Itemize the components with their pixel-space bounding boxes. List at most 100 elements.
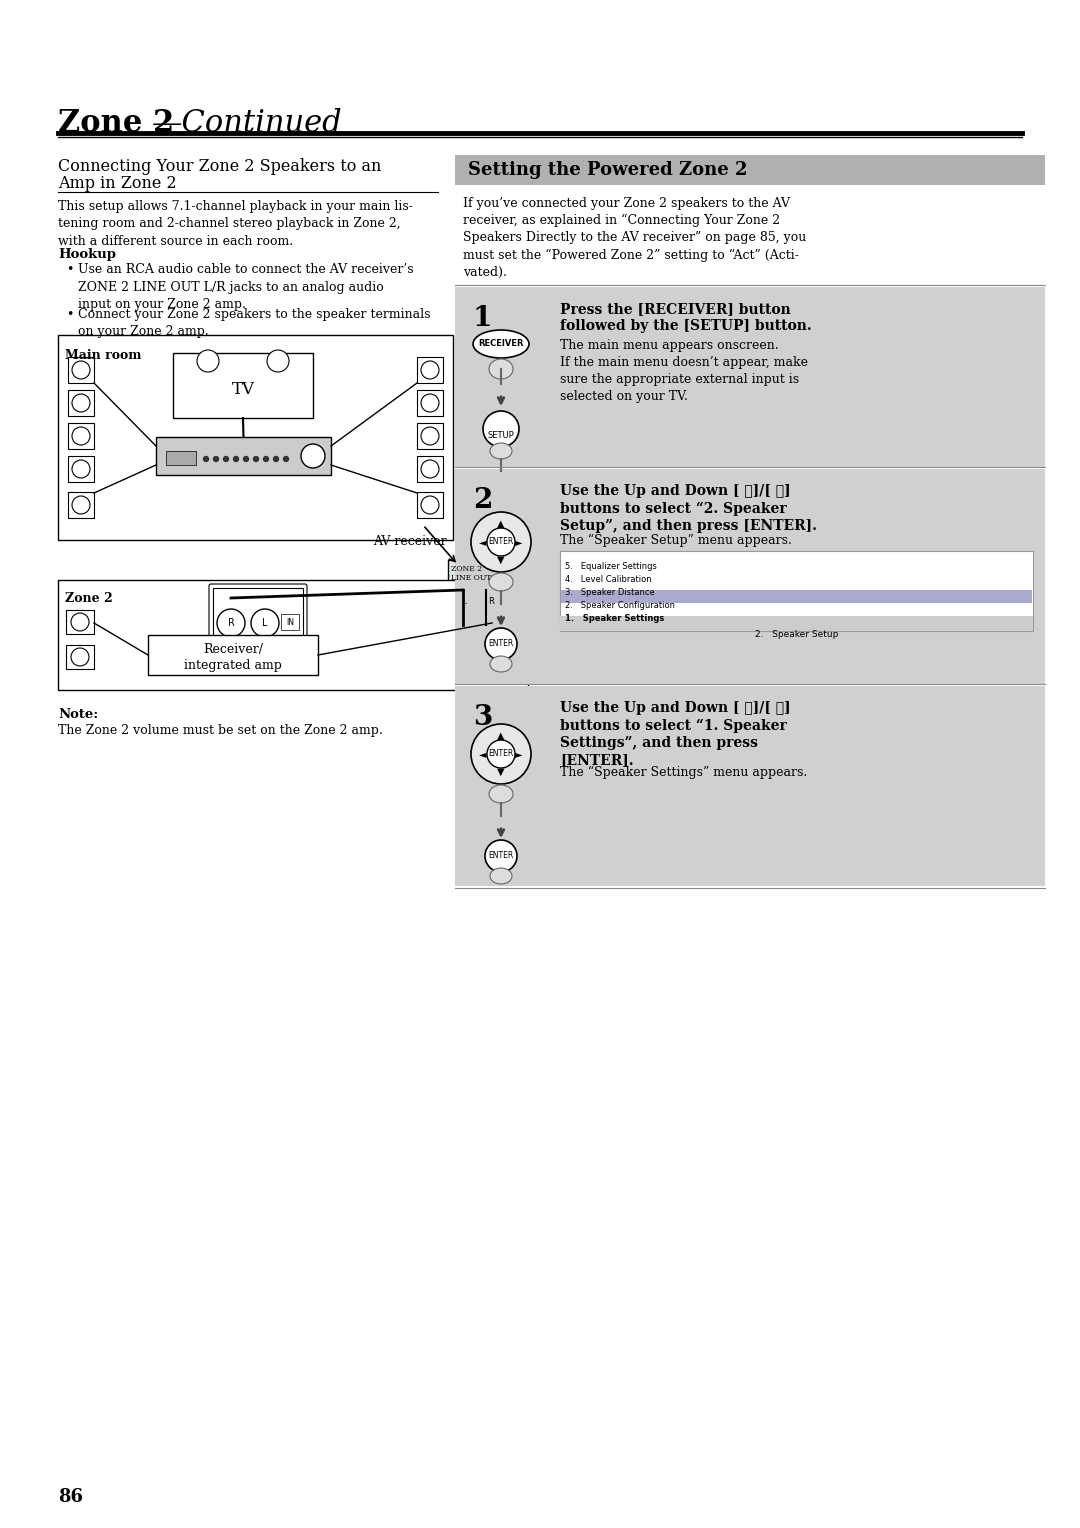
Circle shape [72,460,90,478]
Text: Use the Up and Down [ ⏶]/[ ⏷]
buttons to select “2. Speaker
Setup”, and then pre: Use the Up and Down [ ⏶]/[ ⏷] buttons to… [561,484,816,533]
Bar [455,469,1045,685]
Bar [166,451,195,465]
Bar [492,610,519,634]
Circle shape [497,648,515,666]
Text: 2: 2 [473,487,492,513]
Circle shape [72,426,90,445]
Circle shape [251,610,279,637]
Text: TV: TV [231,380,255,397]
Bar [561,590,1032,604]
Circle shape [214,457,218,461]
Circle shape [497,613,515,631]
Circle shape [72,497,90,513]
Bar [68,423,94,449]
Text: ▼: ▼ [497,767,504,778]
Circle shape [283,457,288,461]
Bar [68,390,94,416]
Circle shape [487,740,515,769]
Text: ►: ► [515,536,523,547]
Text: ENTER: ENTER [488,538,514,547]
Bar [448,559,513,625]
Text: The main menu appears onscreen.
If the main menu doesn’t appear, make
sure the a: The main menu appears onscreen. If the m… [561,339,808,403]
Ellipse shape [473,330,529,358]
Circle shape [421,426,438,445]
Bar [68,492,94,518]
Bar [417,455,443,481]
Text: ▲: ▲ [497,730,504,741]
Text: 2.   Speaker Configuration: 2. Speaker Configuration [565,601,675,610]
Text: IN: IN [286,617,294,626]
Text: R: R [228,617,234,628]
Text: •: • [66,263,73,277]
Circle shape [224,457,229,461]
Ellipse shape [490,443,512,458]
Circle shape [243,457,248,461]
Text: ENTER: ENTER [488,750,514,758]
Text: This setup allows 7.1-channel playback in your main lis-
tening room and 2-chann: This setup allows 7.1-channel playback i… [58,200,413,248]
Text: 2.   Speaker Setup: 2. Speaker Setup [755,630,838,639]
Text: 4.   Level Calibration: 4. Level Calibration [565,575,651,584]
Text: Setting the Powered Zone 2: Setting the Powered Zone 2 [468,160,747,179]
Circle shape [197,350,219,371]
Bar [561,616,1032,631]
Bar [455,154,1045,185]
Bar [417,492,443,518]
Circle shape [483,411,519,448]
Circle shape [264,457,269,461]
Text: 86: 86 [58,1488,83,1507]
Text: Connect your Zone 2 speakers to the speaker terminals
on your Zone 2 amp.: Connect your Zone 2 speakers to the spea… [78,309,431,339]
Text: ZONE 2
LINE OUT: ZONE 2 LINE OUT [451,565,491,582]
Ellipse shape [490,656,512,672]
Text: Zone 2: Zone 2 [58,108,174,139]
Bar [430,588,448,596]
Text: ▼: ▼ [497,555,504,565]
Text: Connecting Your Zone 2 Speakers to an: Connecting Your Zone 2 Speakers to an [58,157,381,176]
Text: Press the [RECEIVER] button
followed by the [SETUP] button.: Press the [RECEIVER] button followed by … [561,303,812,333]
Circle shape [72,361,90,379]
Bar [417,423,443,449]
Circle shape [267,350,289,371]
Text: 5.   Equalizer Settings: 5. Equalizer Settings [565,562,657,571]
Bar [58,335,453,539]
Text: ◄: ◄ [480,536,487,547]
Text: Receiver/
integrated amp: Receiver/ integrated amp [184,643,282,672]
Circle shape [273,457,279,461]
Bar [213,588,303,646]
Bar [492,645,519,669]
Text: Use the Up and Down [ ⏶]/[ ⏷]
buttons to select “1. Speaker
Settings”, and then : Use the Up and Down [ ⏶]/[ ⏷] buttons to… [561,701,791,767]
Ellipse shape [489,359,513,379]
Bar [156,437,330,475]
Circle shape [453,591,474,613]
Bar [455,686,1045,886]
Circle shape [421,361,438,379]
Ellipse shape [489,573,513,591]
Bar [455,287,1045,468]
Text: ◄: ◄ [480,749,487,759]
Text: The Zone 2 volume must be set on the Zone 2 amp.: The Zone 2 volume must be set on the Zon… [58,724,382,736]
Bar [417,390,443,416]
Circle shape [217,610,245,637]
Bar [148,636,318,675]
Text: The “Speaker Settings” menu appears.: The “Speaker Settings” menu appears. [561,766,807,779]
Text: ►: ► [515,749,523,759]
Text: ENTER: ENTER [488,851,514,860]
Text: Amp in Zone 2: Amp in Zone 2 [58,176,177,193]
Bar [58,581,528,691]
Text: Use an RCA audio cable to connect the AV receiver’s
ZONE 2 LINE OUT L/R jacks to: Use an RCA audio cable to connect the AV… [78,263,414,312]
Bar [68,358,94,384]
Text: ENTER: ENTER [488,640,514,648]
Bar [561,552,1032,631]
Text: Note:: Note: [58,707,98,721]
Circle shape [421,497,438,513]
Circle shape [301,445,325,468]
Text: Hookup: Hookup [58,248,116,261]
Circle shape [421,460,438,478]
Circle shape [487,529,515,556]
Bar [417,358,443,384]
Text: •: • [66,309,73,321]
Text: 3: 3 [473,704,492,730]
Ellipse shape [489,785,513,804]
Circle shape [471,512,531,571]
Circle shape [421,394,438,413]
Text: AV receiver: AV receiver [373,535,447,549]
